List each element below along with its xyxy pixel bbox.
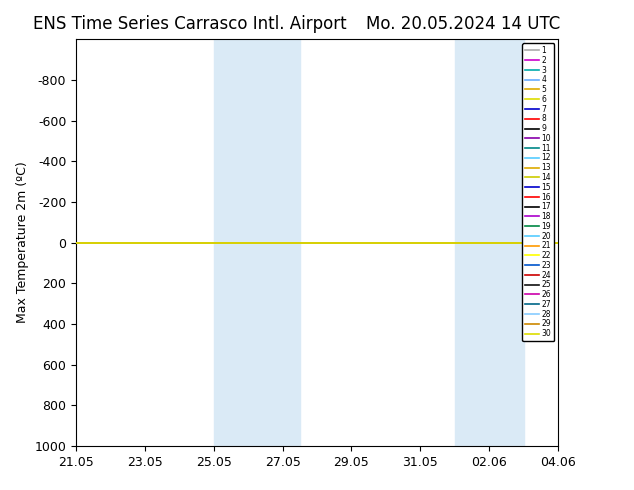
Legend: 1, 2, 3, 4, 5, 6, 7, 8, 9, 10, 11, 12, 13, 14, 15, 16, 17, 18, 19, 20, 21, 22, 2: 1, 2, 3, 4, 5, 6, 7, 8, 9, 10, 11, 12, 1… — [522, 43, 554, 341]
Text: Mo. 20.05.2024 14 UTC: Mo. 20.05.2024 14 UTC — [366, 15, 560, 33]
Y-axis label: Max Temperature 2m (ºC): Max Temperature 2m (ºC) — [16, 162, 29, 323]
Bar — [214, 39, 300, 446]
Bar — [455, 39, 524, 446]
Text: ENS Time Series Carrasco Intl. Airport: ENS Time Series Carrasco Intl. Airport — [34, 15, 347, 33]
